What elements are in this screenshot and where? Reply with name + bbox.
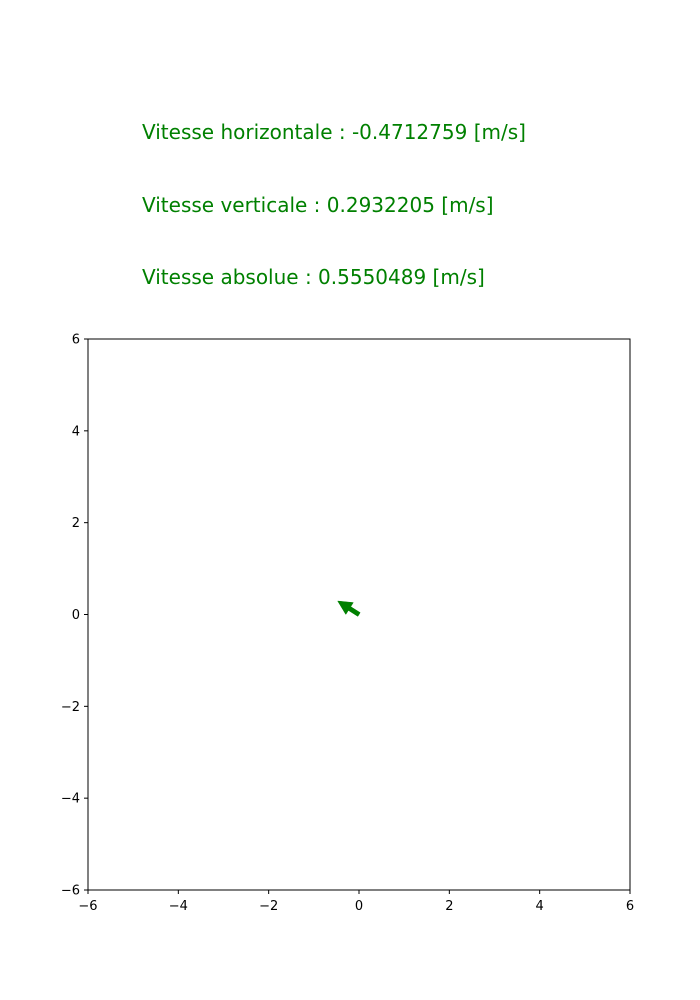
x-tick-label: −2: [259, 899, 278, 914]
y-tick-label: −2: [61, 700, 80, 715]
y-tick-label: 4: [72, 424, 80, 439]
x-tick-label: 0: [355, 899, 363, 914]
x-tick-label: −4: [169, 899, 188, 914]
x-tick-label: 2: [445, 899, 453, 914]
horizontal-velocity-readout: Vitesse horizontale : -0.4712759 [m/s]: [142, 120, 526, 144]
x-tick-label: −6: [78, 899, 97, 914]
y-tick-label: −6: [61, 884, 80, 899]
y-tick-label: −4: [61, 792, 80, 807]
x-tick-label: 4: [536, 899, 544, 914]
y-tick-label: 2: [72, 516, 80, 531]
velocity-arrow: [337, 600, 361, 617]
y-tick-label: 0: [72, 608, 80, 623]
y-tick-label: 6: [72, 333, 80, 348]
vertical-velocity-readout: Vitesse verticale : 0.2932205 [m/s]: [142, 193, 494, 217]
absolute-velocity-readout: Vitesse absolue : 0.5550489 [m/s]: [142, 265, 485, 289]
x-tick-label: 6: [626, 899, 634, 914]
